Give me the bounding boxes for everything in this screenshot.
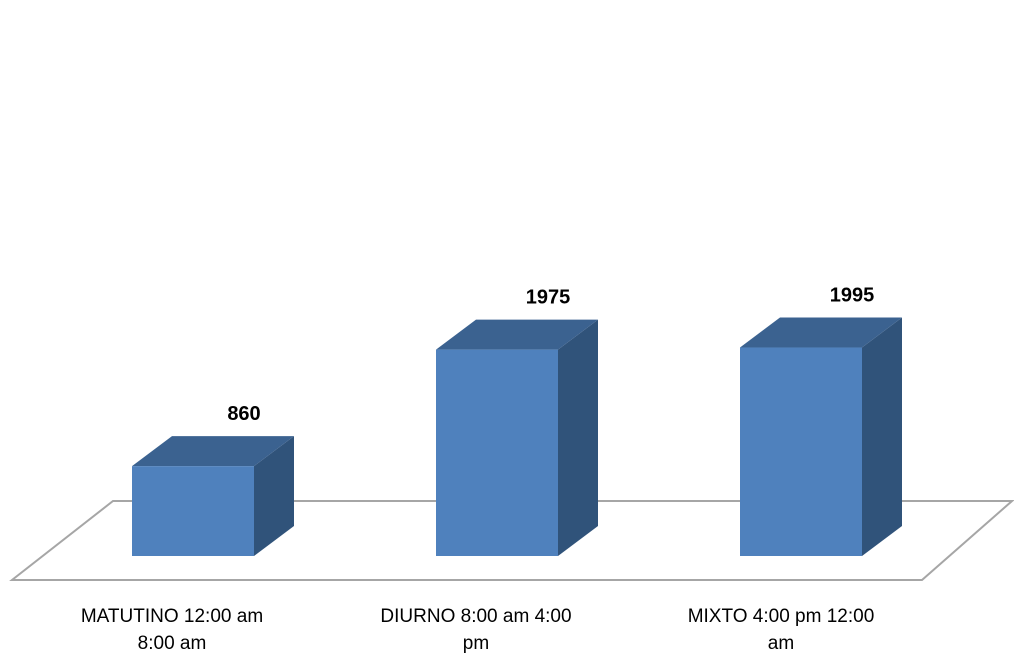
bar-side-face xyxy=(558,319,598,556)
bar-side-face xyxy=(862,317,902,556)
bar-1 xyxy=(132,436,294,556)
category-label-line: DIURNO 8:00 am 4:00 xyxy=(380,606,571,627)
bars-group xyxy=(132,317,902,556)
category-label-line: 8:00 am xyxy=(138,633,207,654)
category-labels-group: MATUTINO 12:00 am 8:00 am DIURNO 8:00 am 4… xyxy=(81,606,874,654)
data-label: 1995 xyxy=(830,285,875,307)
data-label: 1975 xyxy=(526,287,571,309)
bar-front-face xyxy=(132,466,254,556)
data-label: 860 xyxy=(227,403,260,425)
bar-top-face xyxy=(132,436,294,467)
category-label: MIXTO 4:00 pm 12:00 am xyxy=(688,606,875,654)
bar-front-face xyxy=(740,347,862,556)
bar-front-face xyxy=(436,349,558,556)
category-label-line: pm xyxy=(463,633,489,654)
category-label: MATUTINO 12:00 am 8:00 am xyxy=(81,606,263,654)
category-label: DIURNO 8:00 am 4:00 pm xyxy=(380,606,571,654)
category-label-line: MIXTO 4:00 pm 12:00 xyxy=(688,606,875,627)
bar-side-face xyxy=(254,436,294,556)
bar-3 xyxy=(740,317,902,556)
data-labels-group: 860 1975 1995 xyxy=(227,285,874,426)
bar-top-face xyxy=(740,317,902,348)
category-label-line: MATUTINO 12:00 am xyxy=(81,606,263,627)
bar-top-face xyxy=(436,319,598,350)
bar-2 xyxy=(436,319,598,556)
category-label-line: am xyxy=(768,633,794,654)
